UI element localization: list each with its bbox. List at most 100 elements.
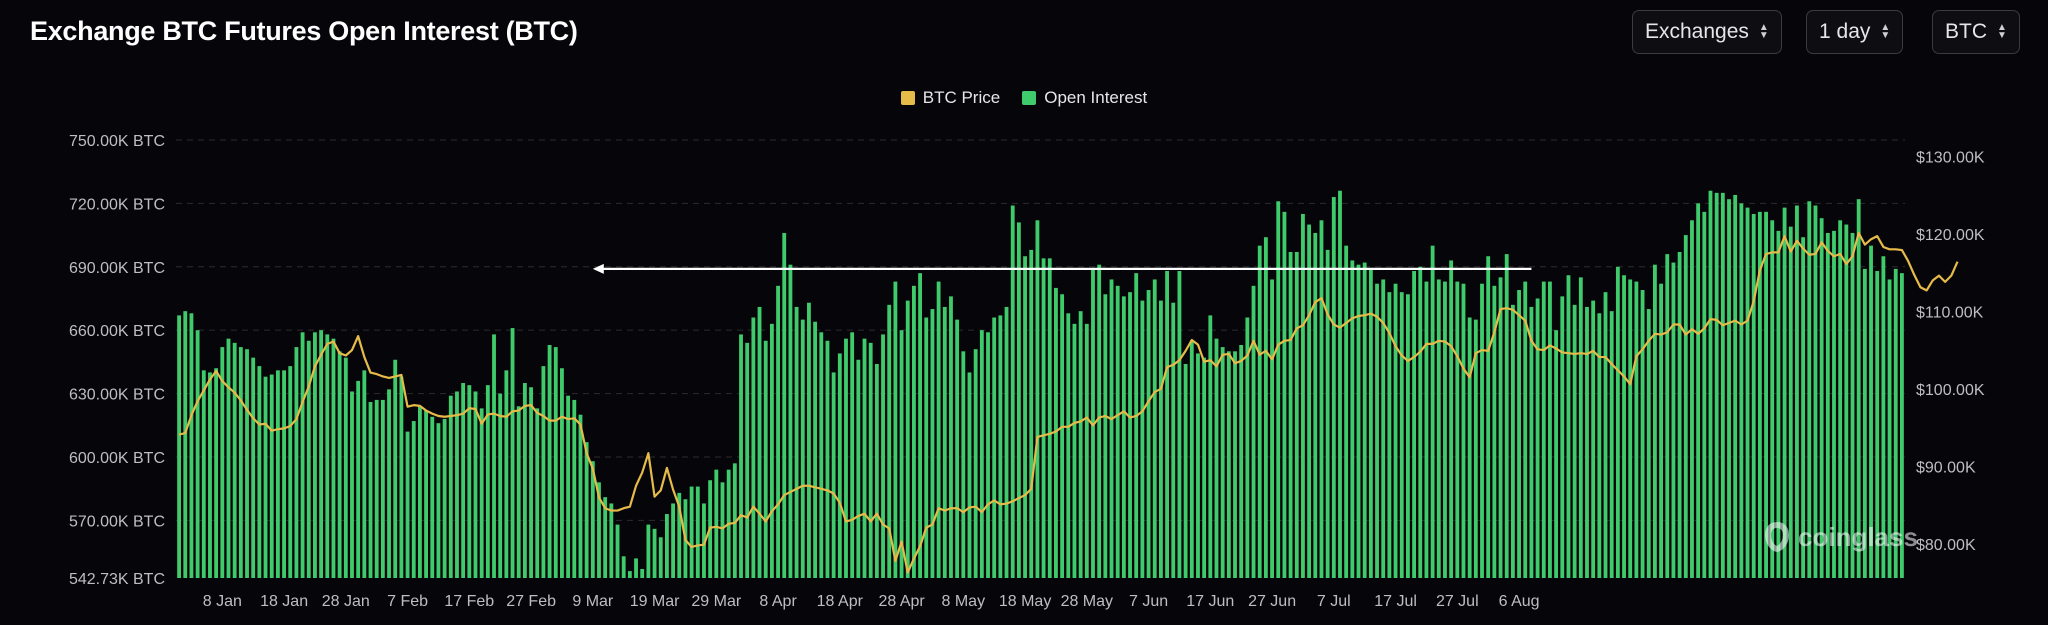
open-interest-bar [1307, 224, 1312, 578]
open-interest-bar [856, 359, 861, 578]
open-interest-bar [177, 315, 181, 578]
open-interest-bar [1196, 353, 1200, 578]
open-interest-bar [473, 391, 478, 578]
open-interest-bar [300, 332, 305, 578]
open-interest-bar [195, 330, 200, 578]
open-interest-bar [745, 342, 750, 578]
open-interest-bar [998, 315, 1003, 578]
open-interest-bar [1233, 351, 1237, 578]
open-interest-bar [331, 338, 336, 578]
open-interest-bar [1492, 285, 1497, 578]
open-interest-bar [430, 416, 435, 578]
open-interest-bar [529, 387, 533, 578]
legend-item-btc-price[interactable]: BTC Price [900, 88, 1001, 108]
open-interest-bar [936, 281, 941, 578]
right-axis-tick-label: $80.00K [1916, 537, 1976, 554]
legend-item-open-interest[interactable]: Open Interest [1022, 88, 1147, 108]
open-interest-bar [1208, 315, 1213, 578]
open-interest-bar [979, 330, 984, 578]
open-interest-bar [411, 421, 416, 578]
open-interest-bar [1665, 254, 1670, 579]
open-interest-bar [689, 486, 694, 578]
open-interest-bar [1572, 304, 1577, 578]
x-axis-tick-label: 29 Mar [691, 593, 741, 610]
open-interest-bar [350, 391, 354, 578]
open-interest-bar [1560, 296, 1565, 578]
exchanges-select[interactable]: Exchanges ▲ ▼ [1632, 10, 1782, 54]
open-interest-bar [1887, 279, 1892, 578]
open-interest-bar [1072, 323, 1077, 578]
right-axis-tick-label: $90.00K [1916, 459, 1976, 476]
open-interest-bar [1825, 232, 1830, 579]
open-interest-bar [337, 351, 342, 578]
open-interest-bar [1424, 281, 1429, 578]
open-interest-bar [1338, 190, 1342, 578]
open-interest-bar [1807, 201, 1812, 578]
x-axis-tick-label: 18 Jan [260, 593, 308, 610]
open-interest-bar [621, 556, 626, 578]
open-interest-bar [1622, 275, 1626, 578]
x-axis-tick-label: 19 Mar [630, 593, 680, 610]
open-interest-bar [1115, 285, 1120, 578]
open-interest-bar [1010, 205, 1015, 578]
x-axis-tick-label: 28 May [1061, 593, 1113, 610]
open-interest-bar [245, 349, 249, 578]
open-interest-bar [1282, 211, 1287, 578]
open-interest-bar [1381, 279, 1386, 578]
open-interest-bar [862, 338, 867, 578]
right-axis-tick-label: $130.00K [1916, 149, 1985, 166]
currency-select[interactable]: BTC ▲ ▼ [1932, 10, 2020, 54]
open-interest-bar [807, 302, 811, 578]
open-interest-bar [1350, 260, 1355, 578]
open-interest-bar [535, 408, 540, 578]
open-interest-bar [424, 410, 428, 578]
open-interest-bar [646, 524, 651, 578]
open-interest-bar [504, 370, 509, 578]
open-interest-bar [1690, 220, 1694, 579]
open-interest-bar [949, 296, 953, 578]
open-interest-bar [1035, 220, 1040, 579]
coinglass-logo-icon [1765, 522, 1789, 552]
open-interest-bar [516, 406, 521, 578]
x-axis-tick-label: 27 Jun [1248, 593, 1296, 610]
open-interest-bar [868, 342, 873, 578]
legend-label-price: BTC Price [922, 88, 1001, 107]
open-interest-bar [1319, 220, 1324, 579]
open-interest-bar [1653, 264, 1657, 578]
chevron-updown-icon: ▲ ▼ [1997, 22, 2007, 41]
open-interest-bar [1764, 211, 1768, 578]
open-interest-bar [1183, 364, 1188, 578]
open-interest-bar [757, 306, 762, 578]
open-interest-bar [732, 463, 737, 578]
x-axis-tick-label: 27 Jul [1436, 593, 1479, 610]
open-interest-bar [1344, 245, 1349, 578]
open-interest-bar [1585, 306, 1589, 578]
open-interest-bar [275, 370, 280, 578]
open-interest-bar [1850, 232, 1855, 579]
x-axis-tick-label: 18 May [999, 593, 1051, 610]
interval-select[interactable]: 1 day ▲ ▼ [1806, 10, 1904, 54]
open-interest-bar [220, 347, 225, 578]
open-interest-bar [1548, 281, 1552, 578]
open-interest-bar [313, 332, 317, 578]
open-interest-bar [1097, 264, 1102, 578]
open-interest-bar [831, 372, 836, 578]
open-interest-bar [1628, 279, 1633, 578]
left-axis-tick-label: 542.73K BTC [69, 571, 165, 588]
open-interest-bar [1862, 268, 1867, 578]
open-interest-bar [522, 383, 527, 578]
open-interest-bar [769, 323, 774, 578]
open-interest-bar [1276, 201, 1281, 578]
open-interest-bar [1720, 192, 1725, 578]
open-interest-bar [695, 486, 700, 578]
open-interest-bar [1103, 294, 1108, 578]
open-interest-bar [825, 340, 830, 578]
x-axis-tick-label: 17 Jun [1186, 593, 1234, 610]
open-interest-bar [201, 370, 206, 578]
right-axis-tick-label: $110.00K [1916, 304, 1984, 321]
open-interest-bar [1498, 277, 1503, 578]
chevron-updown-icon: ▲ ▼ [1880, 22, 1891, 41]
btc-price-line-group [178, 231, 1959, 574]
reference-line-group [592, 263, 1532, 274]
